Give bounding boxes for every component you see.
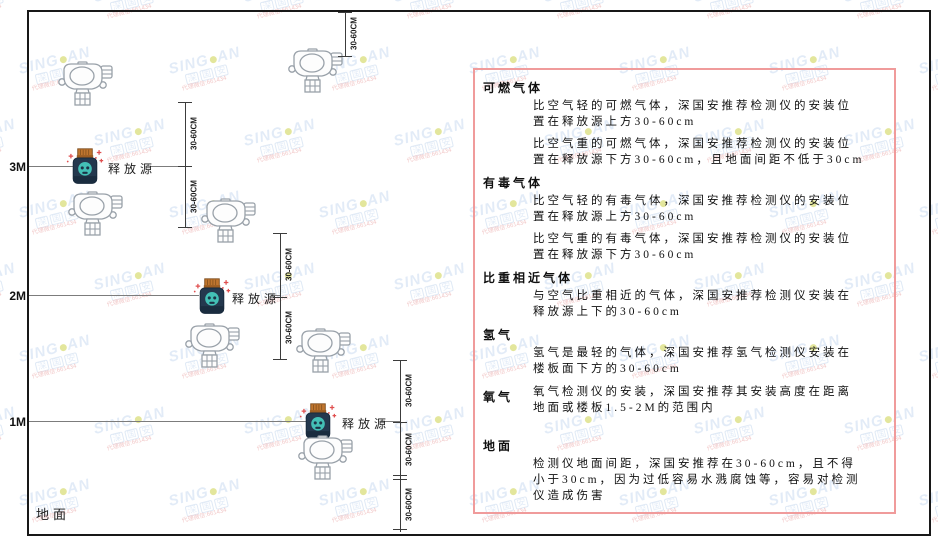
height-line-2m (29, 295, 199, 296)
height-label-3m: 3M (9, 160, 26, 174)
gas-detector-icon (67, 191, 123, 237)
dimension-tick (178, 166, 192, 167)
section-heading: 氢气 (483, 328, 514, 342)
section-paragraph: 检测仪地面间距，深国安推荐在30-60cm，且不得小于30cm，因为过低容易水溅… (533, 458, 861, 502)
dimension-tick (273, 233, 287, 234)
dimension-tick (393, 479, 407, 480)
dimension-tick (178, 102, 192, 103)
dimension-tick (273, 297, 287, 298)
section-heading: 氧气 (483, 390, 514, 404)
dimension-tick (338, 12, 352, 13)
section-paragraph: 比空气重的可燃气体，深国安推荐检测仪的安装位置在释放源下方30-60cm，且地面… (533, 138, 865, 166)
release-source-label: 释放源 (108, 162, 157, 176)
section-paragraph: 氧气检测仪的安装，深国安推荐其安装高度在距离地面或楼板1.5-2M的范围内 (533, 386, 852, 414)
height-label-1m: 1M (9, 415, 26, 429)
dimension-label: 30-60CM (284, 248, 294, 282)
gas-detector-icon (297, 435, 353, 481)
room-frame (27, 10, 931, 536)
height-label-2m: 2M (9, 289, 26, 303)
section-heading: 有毒气体 (483, 176, 544, 190)
dimension-tick (273, 359, 287, 360)
panel-section: 氧气 氧气检测仪的安装，深国安推荐其安装高度在距离地面或楼板1.5-2M的范围内 (483, 383, 886, 421)
dimension-label: 30-60CM (404, 374, 414, 408)
leader-line-3m (150, 166, 185, 167)
dimension-label: 30-60CM (284, 311, 294, 345)
gas-detector-icon (287, 48, 343, 94)
gas-detector-icon (200, 198, 256, 244)
panel-section: 有毒气体比空气轻的有毒气体，深国安推荐检测仪的安装位置在释放源上方30-60cm… (483, 174, 886, 263)
section-paragraph: 氢气是最轻的气体，深国安推荐氢气检测仪安装在楼板面下方的30-60cm (533, 347, 852, 375)
height-line-1m (29, 421, 306, 422)
dimension-tick (393, 475, 407, 476)
dimension-label: 30-60CM (189, 117, 199, 151)
section-paragraph: 与空气比重相近的气体，深国安推荐检测仪安装在释放源上下的30-60cm (533, 290, 852, 318)
section-paragraph: 比空气轻的可燃气体，深国安推荐检测仪的安装位置在释放源上方30-60cm (533, 100, 852, 128)
leader-line-1m (381, 421, 400, 422)
gas-detector-icon (184, 323, 240, 369)
panel-section: 氢气氢气是最轻的气体，深国安推荐氢气检测仪安装在楼板面下方的30-60cm (483, 326, 886, 377)
dimension-line (280, 233, 281, 360)
dimension-tick (393, 529, 407, 530)
dimension-line (400, 360, 401, 532)
dimension-label: 30-60CM (404, 433, 414, 467)
dimension-line (185, 102, 186, 228)
release-source-icon (192, 277, 232, 322)
dimension-tick (338, 56, 352, 57)
section-heading: 可燃气体 (483, 81, 544, 95)
section-heading: 比重相近气体 (483, 271, 574, 285)
panel-section: 比重相近气体与空气比重相近的气体，深国安推荐检测仪安装在释放源上下的30-60c… (483, 269, 886, 320)
section-heading: 地面 (483, 439, 514, 453)
dimension-line (345, 12, 346, 57)
dimension-label: 30-60CM (189, 180, 199, 214)
guidelines-panel: 可燃气体比空气轻的可燃气体，深国安推荐检测仪的安装位置在释放源上方30-60cm… (473, 68, 896, 514)
panel-section: 地面检测仪地面间距，深国安推荐在30-60cm，且不得小于30cm，因为过低容易… (483, 437, 886, 504)
section-paragraph: 比空气轻的有毒气体，深国安推荐检测仪的安装位置在释放源上方30-60cm (533, 195, 852, 223)
release-source-icon (65, 147, 105, 192)
dimension-tick (393, 360, 407, 361)
panel-section: 可燃气体比空气轻的可燃气体，深国安推荐检测仪的安装位置在释放源上方30-60cm… (483, 79, 886, 168)
leader-line-2m (271, 295, 281, 296)
height-line-3m (29, 166, 73, 167)
ground-label: 地面 (36, 507, 71, 522)
gas-detector-icon (295, 328, 351, 374)
dimension-label: 30-60CM (349, 17, 359, 51)
release-source-label: 释放源 (232, 292, 281, 306)
gas-detector-icon (57, 61, 113, 107)
section-paragraph: 比空气重的有毒气体，深国安推荐检测仪的安装位置在释放源下方30-60cm (533, 233, 852, 261)
dimension-tick (393, 422, 407, 423)
release-source-label: 释放源 (342, 417, 391, 431)
dimension-label: 30-60CM (404, 488, 414, 522)
dimension-tick (178, 227, 192, 228)
